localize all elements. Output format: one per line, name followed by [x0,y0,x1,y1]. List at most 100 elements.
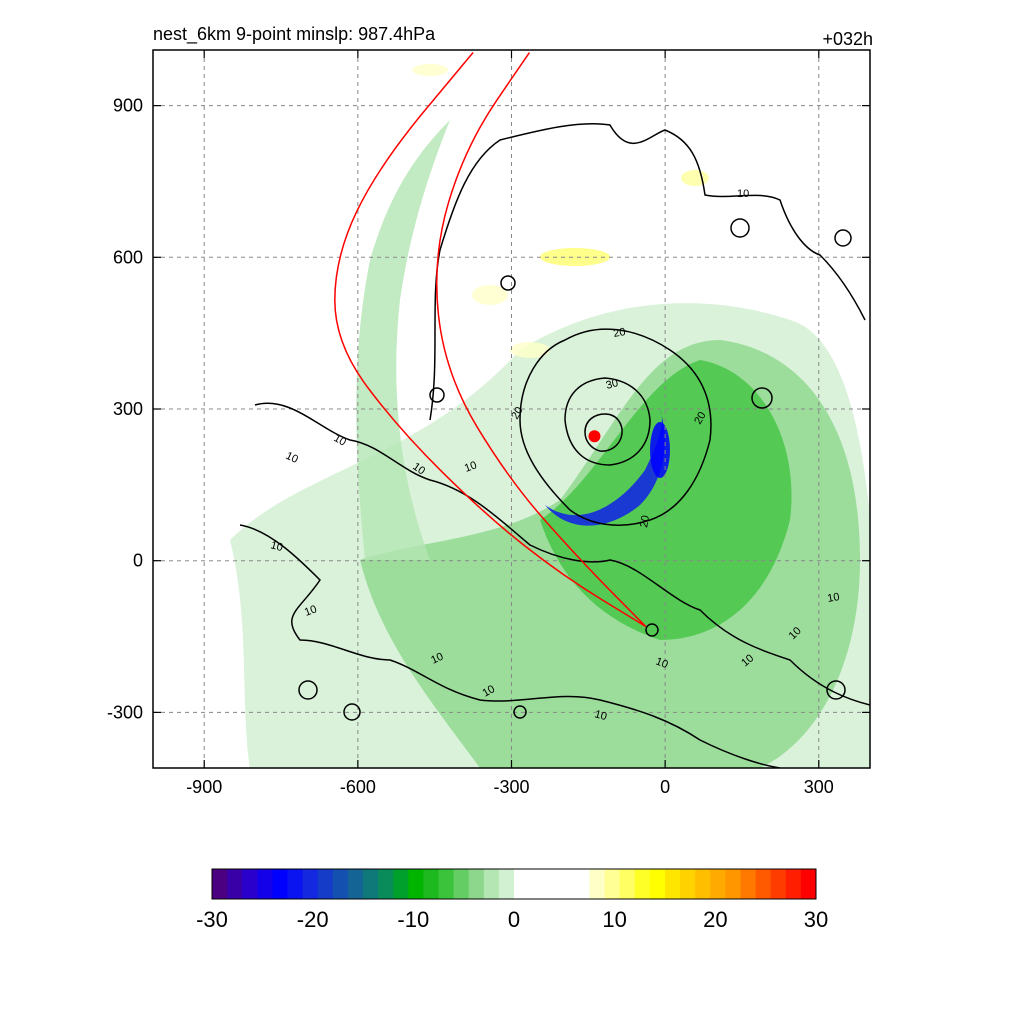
contour-blob-8 [645,623,659,637]
track-line [435,52,647,627]
field-green-region [540,360,792,640]
contour-blob-3 [343,703,361,721]
contour-blob-5 [730,218,750,238]
contour-label: 20 [638,514,652,528]
colorbar-swatch [725,869,741,899]
contour-blob-4 [834,229,852,247]
field-blue-eyewall [545,410,665,526]
contour-label: 10 [463,459,479,474]
colorbar-swatch [800,869,817,899]
colorbar-swatch [483,869,500,899]
contour-label: 10 [654,656,670,671]
colorbar-swatch [559,869,575,899]
x-tick-label: -600 [340,777,376,797]
y-tick-label: 600 [113,247,143,267]
colorbar-swatch [453,869,470,899]
storm-center-marker [588,430,601,443]
colorbar-swatch [302,869,319,899]
axes: -900 -600 -300 0 300 900 600 300 0 -300 [107,50,870,797]
colorbar-frame [211,868,817,900]
field-yellow-patch-2 [472,285,508,305]
contour-blob-1 [751,387,773,409]
contour-label: 10 [593,708,608,723]
colorbar-tick-label: 30 [804,907,828,932]
colorbar-swatch [514,869,530,899]
colorbar-swatch [649,869,666,899]
x-tick-label: 0 [660,777,670,797]
field-yellow-patch-1 [540,248,610,266]
contour-label: 10 [481,683,498,700]
x-tick-label: 300 [804,777,834,797]
plot-area: 10 10 10 10 10 10 10 10 10 10 10 10 10 1… [152,49,871,769]
colorbar-tick-label: -30 [196,907,228,932]
colorbar: -30 -20 -10 0 10 20 30 [196,868,828,932]
field-yellow-patch-4 [510,342,550,358]
chart-title: nest_6km 9-point minslp: 987.4hPa [153,24,436,45]
colorbar-swatch [317,869,334,899]
contour-label: 10 [826,591,840,605]
contour-lines [239,122,870,768]
contour-blob-7 [500,275,516,291]
colorbar-swatch [710,869,726,899]
contour-blob-10 [826,680,846,700]
colorbar-swatch [242,869,258,899]
colorbar-swatch [529,869,545,899]
colorbar-swatch [785,869,802,899]
y-tick-label: -300 [107,702,143,722]
forecast-hour-label: +032h [822,29,873,49]
y-tick-label: 900 [113,96,143,116]
shaded-field [230,64,870,768]
colorbar-swatch [378,869,394,899]
colorbar-tick-label: 10 [602,907,626,932]
contour-label: 10 [332,432,349,449]
contour-label: 10 [303,603,319,618]
contour-line-10-north [429,122,866,421]
colorbar-swatch [257,869,273,899]
y-tick-label: 300 [113,399,143,419]
contour-label: 20 [612,326,626,340]
colorbar-swatch [574,869,590,899]
colorbar-swatch [272,869,288,899]
colorbar-tick-label: 20 [703,907,727,932]
field-blue-core [650,422,670,478]
colorbar-swatch [423,869,439,899]
colorbar-swatch [393,869,409,899]
field-yellow-patch-3 [681,170,709,186]
track-line [334,52,647,628]
field-yellow-patch-5 [412,64,448,76]
contour-blob-2 [298,680,318,700]
colorbar-swatch [695,869,711,899]
colorbar-tick-label: -20 [297,907,329,932]
contour-label: 30 [605,377,620,392]
contour-label: 10 [429,651,445,667]
contour-line-20 [519,328,712,526]
y-tick-label: 0 [133,551,143,571]
colorbar-tick-label: 0 [508,907,520,932]
colorbar-swatch [680,869,696,899]
colorbar-swatch [498,869,515,899]
x-tick-label: -300 [493,777,529,797]
colorbar-swatch [287,869,304,899]
colorbar-swatch [438,869,455,899]
contour-label: 10 [269,539,284,554]
colorbar-swatch [347,869,364,899]
contour-blob-6 [429,387,445,403]
colorbar-swatch [619,869,636,899]
colorbar-swatch [408,869,424,899]
contour-line-30 [564,377,651,466]
contour-labels: 10 10 10 10 10 10 10 10 10 10 10 10 10 1… [269,188,840,723]
x-tick-label: -900 [186,777,222,797]
colorbar-swatch [755,869,772,899]
colorbar-swatch [770,869,787,899]
contour-label: 10 [737,188,749,200]
colorbar-swatch [604,869,621,899]
field-band-arc [356,120,450,560]
contour-label: 20 [509,405,526,422]
contour-label: 20 [692,410,709,427]
colorbar-swatch [212,869,228,899]
colorbar-swatch [740,869,757,899]
contour-label: 10 [284,450,300,466]
colorbar-swatch [468,869,485,899]
contour-line-inner [584,413,623,452]
